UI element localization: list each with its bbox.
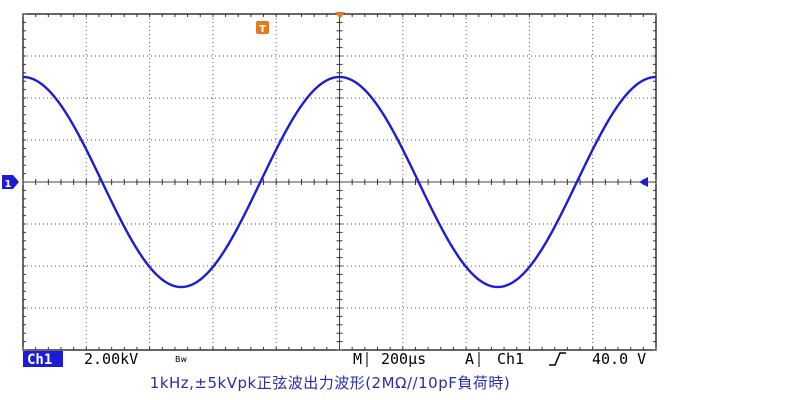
trigger-time-arrow-icon [335, 12, 345, 19]
trigger-prefix: A [465, 350, 474, 368]
volts-per-div: 2.00kV [84, 350, 138, 368]
trigger-position-marker: T [256, 21, 269, 35]
channel-1-ground-marker: 1 [2, 175, 19, 190]
rising-edge-icon [549, 352, 566, 366]
waveform-trace-layer [22, 75, 657, 289]
channel-badge [23, 351, 63, 367]
channel-label: Ch1 [27, 352, 52, 368]
timebase-value: 200µs [381, 350, 426, 368]
status-bar: Ch1 2.00kV Bw M 200µs A Ch1 40.0 V [23, 350, 646, 368]
svg-text:1: 1 [5, 179, 12, 190]
graticule [22, 13, 657, 351]
svg-text:T: T [259, 24, 266, 35]
trigger-level-arrow-icon [639, 177, 648, 187]
timebase-prefix: M [353, 350, 362, 368]
waveform-trace [22, 75, 657, 289]
trigger-source: Ch1 [497, 350, 524, 368]
bandwidth-limit-label: Bw [175, 355, 187, 364]
trigger-level: 40.0 V [592, 350, 646, 368]
figure-caption: 1kHz,±5kVpk正弦波出力波形(2MΩ//10pF負荷時) [149, 374, 511, 392]
